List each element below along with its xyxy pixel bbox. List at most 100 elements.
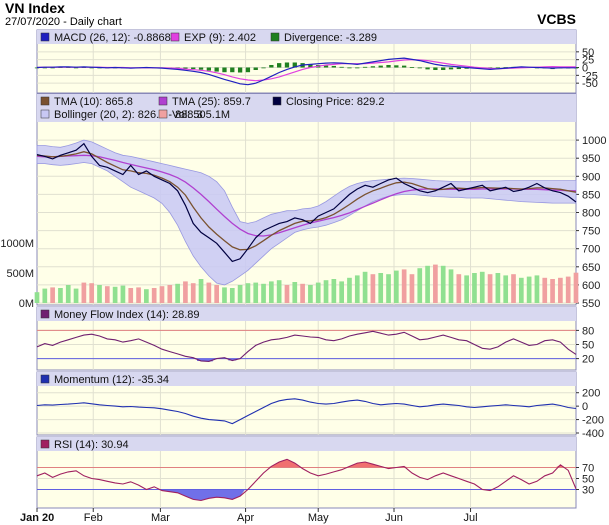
volume-bar <box>323 280 329 303</box>
y-tick-label: 50 <box>582 474 594 486</box>
momentum-legend: Momentum (12): -35.34 <box>37 372 576 386</box>
divergence-bar <box>425 67 430 70</box>
y-tick-label: 950 <box>582 153 600 165</box>
divergence-bar <box>42 67 47 69</box>
volume-bar <box>339 281 344 303</box>
volume-bar <box>464 275 469 303</box>
divergence-bar <box>441 67 446 71</box>
divergence-bar <box>277 63 282 68</box>
volume-bar <box>479 271 485 303</box>
volume-bar <box>550 279 555 303</box>
legend-background <box>37 307 576 321</box>
chart-date: 27/07/2020 - Daily chart <box>5 16 122 28</box>
divergence-bar <box>237 67 243 73</box>
divergence-bar <box>214 67 219 72</box>
y-tick-label: 600 <box>582 280 600 292</box>
legend-label: TMA (10): 865.8 <box>54 96 133 108</box>
volume-bar <box>112 286 118 303</box>
volume-bar <box>89 283 95 303</box>
legend-swatch <box>40 32 50 42</box>
volume-bar <box>175 283 180 303</box>
legend-background <box>37 372 576 386</box>
y-tick-label: -50 <box>582 78 598 90</box>
y-tick-label: 1000 <box>582 135 606 147</box>
y-tick-label: 550 <box>582 298 600 310</box>
legend-background <box>37 437 576 451</box>
volume-bar <box>308 285 313 303</box>
volume-bar <box>503 275 509 303</box>
y-tick-label: 900 <box>582 171 600 183</box>
volume-bar <box>315 282 321 303</box>
legend-background <box>37 94 576 122</box>
x-tick-label: Apr <box>237 512 254 524</box>
volume-bar <box>159 286 165 303</box>
volume-bar <box>237 285 243 303</box>
legend-swatch <box>170 32 180 42</box>
volume-bar <box>284 285 290 303</box>
y-tick-label: 700 <box>582 244 600 256</box>
volume-tick-label: 500M <box>6 268 34 280</box>
volume-bar <box>573 272 579 303</box>
series-values <box>36 330 577 362</box>
y-tick-label: 20 <box>582 354 594 366</box>
legend-label: Momentum (12): -35.34 <box>54 374 169 386</box>
volume-bar <box>386 274 391 303</box>
divergence-bar <box>394 65 399 68</box>
volume-bar <box>198 279 204 303</box>
legend-swatch <box>158 96 168 106</box>
legend-swatch <box>40 109 50 119</box>
volume-bar <box>472 273 477 303</box>
legend-swatch <box>40 96 50 106</box>
divergence-bar <box>269 64 274 68</box>
legend-label: RSI (14): 30.94 <box>54 439 129 451</box>
volume-bar <box>487 274 493 303</box>
volume-tick-label: 1000M <box>0 238 34 250</box>
volume-bar <box>104 286 110 303</box>
volume-bar <box>120 285 126 303</box>
volume-bar <box>292 282 298 303</box>
divergence-bar <box>355 67 360 69</box>
series-values <box>36 458 577 502</box>
oversold-fill <box>156 489 246 501</box>
volume-bar <box>136 287 141 303</box>
bollinger-band <box>36 139 577 286</box>
divergence-bar <box>253 67 258 71</box>
divergence-bar <box>370 66 376 68</box>
x-tick-label: Mar <box>151 512 170 524</box>
x-tick-label: Jul <box>464 512 478 524</box>
volume-bar <box>409 274 415 303</box>
volume-bar <box>354 275 360 303</box>
legend-swatch <box>40 374 50 384</box>
divergence-bar <box>362 66 368 68</box>
overbought-fill <box>344 462 386 468</box>
divergence-bar <box>34 67 40 69</box>
x-axis: Jan 20 Feb Mar Apr May Jun Jul <box>20 508 478 524</box>
y-tick-label: -400 <box>582 428 604 440</box>
legend-label: TMA (25): 859.7 <box>172 96 251 108</box>
divergence-bar <box>191 67 196 70</box>
volume-bar <box>81 282 87 303</box>
series-macd <box>36 57 576 86</box>
rsi-legend: RSI (14): 30.94 <box>37 437 576 451</box>
legend-label: Closing Price: 829.2 <box>286 96 384 108</box>
volume-bar <box>300 283 305 303</box>
volume-bar <box>58 288 63 303</box>
divergence-bar <box>339 66 344 68</box>
volume-bar <box>362 271 368 303</box>
divergence-bar <box>206 67 212 71</box>
volume-bar <box>151 288 157 303</box>
divergence-bar <box>448 67 454 70</box>
volume-bar <box>97 285 102 303</box>
volume-bar <box>417 268 423 303</box>
volume-bar <box>558 277 563 303</box>
divergence-bar <box>230 67 235 73</box>
y-tick-label: 30 <box>582 485 594 497</box>
y-tick-label: 0 <box>582 63 588 75</box>
y-tick-label: 800 <box>582 208 600 220</box>
x-tick-label: Jan 20 <box>20 512 54 524</box>
y-tick-label: 50 <box>582 340 594 352</box>
volume-bar <box>206 282 212 303</box>
